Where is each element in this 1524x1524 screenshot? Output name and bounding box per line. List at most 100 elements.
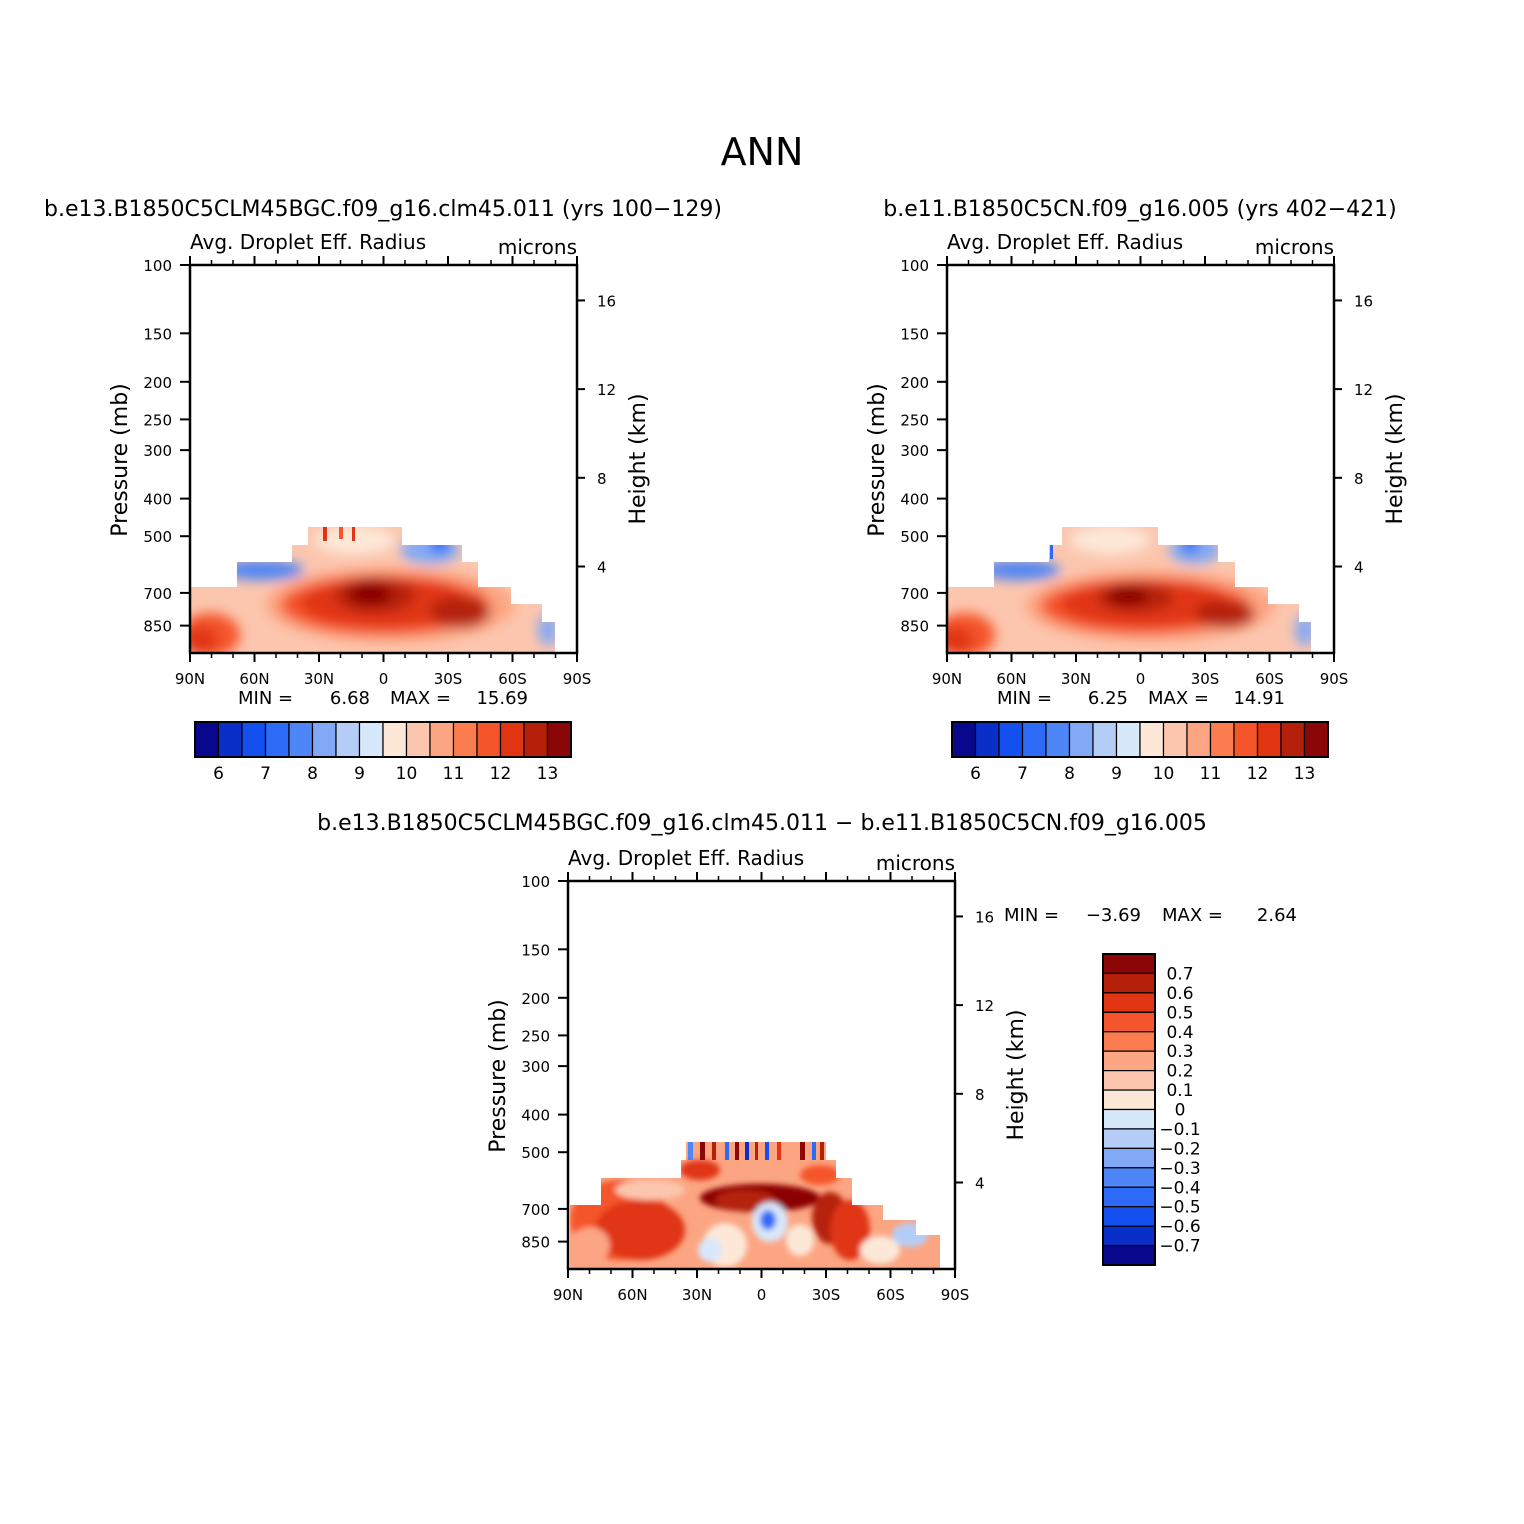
- colorbar-swatch: [1102, 1070, 1156, 1091]
- y-axis-3: 100 150 200 250 300 400 500 700 850 16 12 8 4: [521, 873, 994, 1252]
- x-tick-label: 90S: [563, 670, 592, 688]
- y-right-tick-label: 12: [597, 381, 616, 399]
- y-tick-label: 500: [900, 528, 929, 546]
- y-right-tick-label: 16: [1354, 292, 1373, 310]
- x-tick-label: 0: [757, 1286, 767, 1304]
- y-tick-label: 300: [521, 1058, 550, 1076]
- y-tick-label: 100: [143, 257, 172, 275]
- y-tick-label: 850: [521, 1234, 550, 1252]
- y-label-right-3: Height (km): [1004, 1009, 1029, 1140]
- colorbar-label: 12: [1247, 764, 1269, 784]
- y-tick-label: 700: [521, 1201, 550, 1219]
- colorbar-swatch: [311, 721, 337, 758]
- colorbar-swatch: [1186, 721, 1212, 758]
- y-tick-label: 400: [521, 1107, 550, 1125]
- colorbar-swatch: [476, 721, 502, 758]
- x-tick-label: 60N: [239, 670, 269, 688]
- units-1: microns: [498, 235, 577, 259]
- colorbar-swatch: [1102, 1244, 1156, 1266]
- colorbar-label: −0.5: [1159, 1198, 1200, 1218]
- colorbar-swatch: [1092, 721, 1118, 758]
- y-axis-1: 100 150 200 250 300 400 500 700 850 16 12 8 4: [143, 257, 616, 636]
- y-tick-label: 200: [143, 374, 172, 392]
- min-label-2: MIN =: [997, 688, 1052, 709]
- plot-title-1: Avg. Droplet Eff. Radius: [190, 230, 426, 254]
- units-2: microns: [1255, 235, 1334, 259]
- y-tick-label: 250: [900, 411, 929, 429]
- y-tick-label: 250: [521, 1027, 550, 1045]
- colorbar-label: −0.3: [1159, 1159, 1200, 1179]
- colorbar-label: 0.4: [1166, 1023, 1193, 1043]
- max-value-1: 15.69: [476, 688, 528, 709]
- colorbar-swatch: [1115, 721, 1141, 758]
- panel-2: b.e11.B1850C5CN.f09_g16.005 (yrs 402−421…: [865, 197, 1408, 784]
- colorbar-label: 7: [260, 764, 271, 784]
- colorbar-label: 0: [1175, 1101, 1186, 1121]
- colorbar-swatch: [1102, 972, 1156, 994]
- min-label-3: MIN =: [1004, 905, 1059, 926]
- contour-field-2: [947, 527, 1311, 652]
- colorbar-swatch: [499, 721, 525, 758]
- colorbar-label: 9: [354, 764, 365, 784]
- x-tick-label: 30S: [812, 1286, 841, 1304]
- colorbar-swatch: [452, 721, 478, 758]
- y-right-tick-label: 8: [975, 1086, 985, 1104]
- y-label-right-2: Height (km): [1383, 393, 1408, 524]
- y-label-1: Pressure (mb): [108, 383, 133, 537]
- colorbar-swatch: [1102, 992, 1156, 1013]
- contour-field-1: [190, 527, 555, 652]
- x-tick-label: 90S: [941, 1286, 970, 1304]
- colorbar-2: 6 7 8 9 10 11 12 13: [951, 721, 1329, 784]
- colorbar-label: 6: [970, 764, 981, 784]
- colorbar-swatch: [1045, 721, 1071, 758]
- y-tick-label: 300: [900, 442, 929, 460]
- min-value-3: −3.69: [1086, 905, 1141, 926]
- colorbar-label: 6: [213, 764, 224, 784]
- colorbar-label: 12: [490, 764, 512, 784]
- colorbar-swatch: [1068, 721, 1094, 758]
- y-label-right-1: Height (km): [626, 393, 651, 524]
- y-label-2: Pressure (mb): [865, 383, 890, 537]
- colorbar-label: −0.1: [1159, 1120, 1200, 1140]
- colorbar-label: 7: [1017, 764, 1028, 784]
- y-right-tick-label: 4: [597, 558, 607, 576]
- colorbar-swatch: [1102, 1128, 1156, 1149]
- max-label-3: MAX =: [1162, 905, 1223, 926]
- max-value-2: 14.91: [1233, 688, 1285, 709]
- x-tick-label: 30N: [1061, 670, 1091, 688]
- y-right-tick-label: 12: [975, 997, 994, 1015]
- y-tick-label: 150: [143, 325, 172, 343]
- colorbar-label: −0.6: [1159, 1217, 1200, 1237]
- y-tick-label: 100: [521, 873, 550, 891]
- x-tick-label: 60S: [1255, 670, 1284, 688]
- y-right-tick-label: 12: [1354, 381, 1373, 399]
- colorbar-frame: [194, 721, 572, 758]
- plot-title-2: Avg. Droplet Eff. Radius: [947, 230, 1183, 254]
- x-tick-label: 0: [379, 670, 389, 688]
- y-tick-label: 500: [521, 1144, 550, 1162]
- colorbar-swatch: [1102, 1225, 1156, 1247]
- y-tick-label: 150: [900, 325, 929, 343]
- y-right-tick-label: 16: [597, 292, 616, 310]
- x-tick-label: 60S: [876, 1286, 905, 1304]
- colorbar-swatch: [429, 721, 455, 758]
- colorbar-frame: [951, 721, 1329, 758]
- colorbar-swatch: [1102, 1167, 1156, 1188]
- min-value-1: 6.68: [330, 688, 370, 709]
- plot-title-3: Avg. Droplet Eff. Radius: [568, 846, 804, 870]
- x-tick-label: 30N: [682, 1286, 712, 1304]
- y-tick-label: 400: [900, 491, 929, 509]
- case-title-1: b.e13.B1850C5CLM45BGC.f09_g16.clm45.011 …: [44, 197, 722, 222]
- x-tick-label: 60S: [498, 670, 527, 688]
- colorbar-swatch: [546, 721, 572, 758]
- y-right-tick-label: 16: [975, 908, 994, 926]
- panel-3: b.e13.B1850C5CLM45BGC.f09_g16.clm45.011 …: [317, 811, 1297, 1304]
- min-label-1: MIN =: [238, 688, 293, 709]
- colorbar-swatch: [382, 721, 408, 758]
- x-axis-1: 90N 60N 30N 0 30S 60S 90S: [175, 256, 591, 688]
- colorbar-label: 10: [1153, 764, 1175, 784]
- colorbar-label: 11: [443, 764, 465, 784]
- colorbar-swatch: [358, 721, 384, 758]
- colorbar-label: 13: [537, 764, 559, 784]
- y-tick-label: 200: [521, 990, 550, 1008]
